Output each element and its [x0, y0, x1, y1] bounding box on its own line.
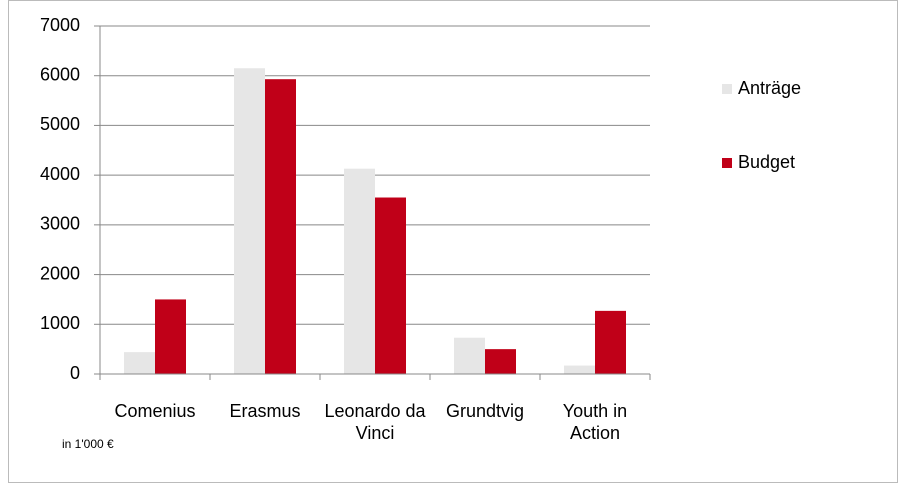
x-tick-label: Grundtvig: [445, 401, 525, 421]
legend-swatch: [722, 84, 732, 94]
x-tick-label: Leonardo da Vinci: [324, 401, 426, 443]
y-tick-label: 7000: [40, 15, 80, 35]
x-tick-label: Erasmus: [229, 401, 301, 421]
legend-label: Anträge: [738, 78, 801, 98]
bar: [155, 299, 186, 374]
bar: [485, 349, 516, 374]
unit-note: in 1'000 €: [62, 437, 114, 451]
y-tick-label: 0: [70, 363, 80, 383]
x-tick-label: Youth in Action: [562, 401, 628, 443]
y-tick-label: 2000: [40, 263, 80, 283]
bar: [595, 310, 626, 374]
x-tick-label: Comenius: [114, 401, 196, 421]
bar: [375, 197, 406, 374]
legend-label: Budget: [738, 152, 795, 172]
bar: [454, 337, 485, 374]
bar: [124, 352, 155, 374]
y-tick-label: 5000: [40, 114, 80, 134]
bar: [234, 68, 265, 374]
y-tick-label: 6000: [40, 64, 80, 84]
bar: [344, 168, 375, 374]
bar: [564, 365, 595, 374]
y-tick-label: 3000: [40, 214, 80, 234]
legend-swatch: [722, 158, 732, 168]
y-tick-label: 1000: [40, 313, 80, 333]
chart-frame: [8, 0, 898, 483]
y-tick-label: 4000: [40, 164, 80, 184]
bar: [265, 79, 296, 375]
